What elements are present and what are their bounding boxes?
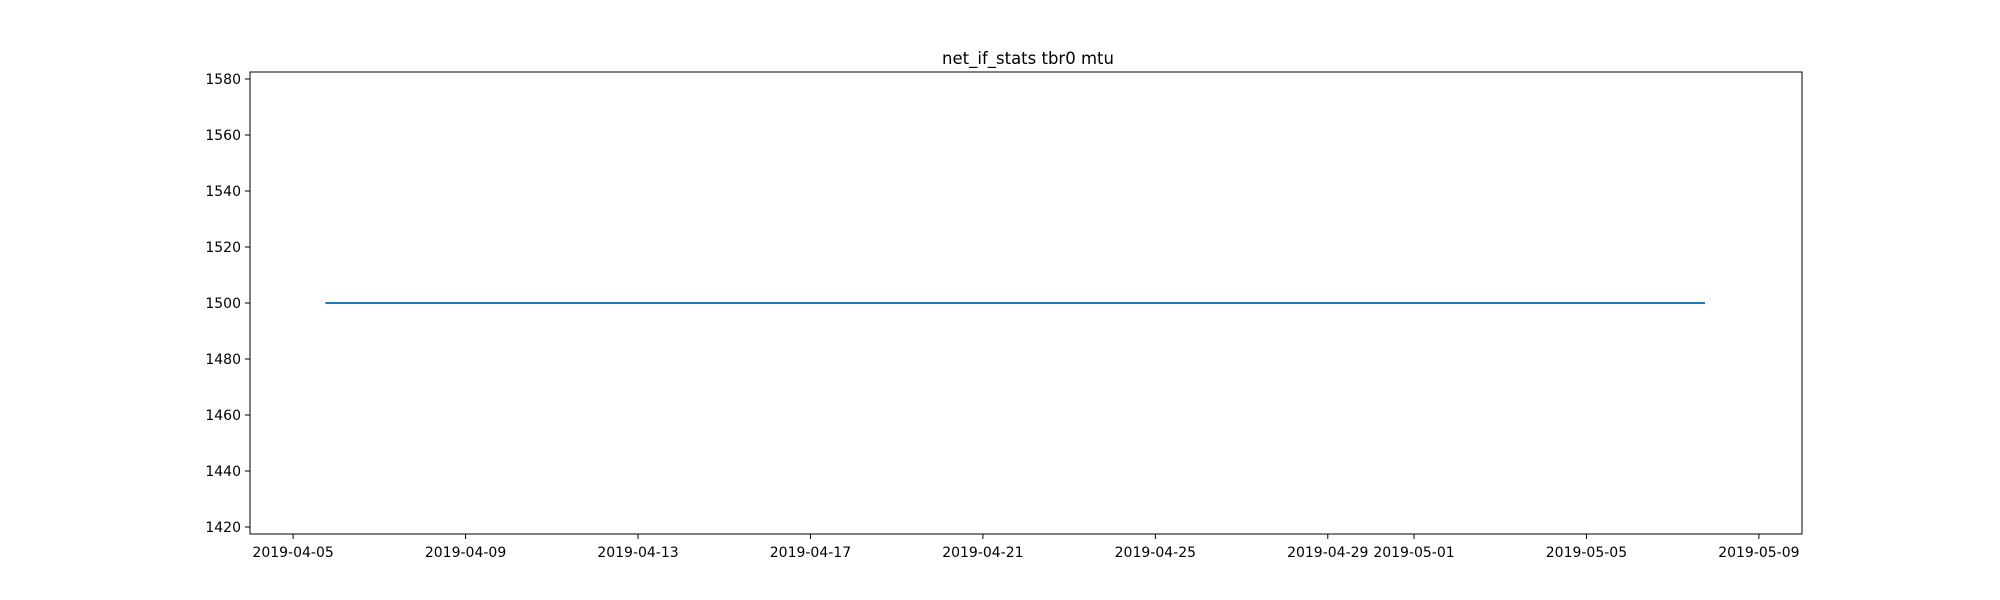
x-tick-label: 2019-05-09 — [1718, 545, 1799, 561]
x-tick-label: 2019-04-09 — [425, 545, 506, 561]
x-tick-label: 2019-04-17 — [770, 545, 851, 561]
x-tick-label: 2019-04-25 — [1115, 545, 1196, 561]
x-tick-label: 2019-04-13 — [597, 545, 678, 561]
x-axis: 2019-04-05 2019-04-09 2019-04-13 2019-04-17… — [252, 534, 1800, 561]
y-tick-label: 1480 — [205, 352, 241, 368]
x-tick-label: 2019-05-05 — [1546, 545, 1627, 561]
y-tick-label: 1580 — [205, 72, 241, 88]
y-tick-label: 1520 — [205, 240, 241, 256]
y-tick-label: 1540 — [205, 184, 241, 200]
y-tick-label: 1460 — [205, 408, 241, 424]
plot-area — [249, 71, 1803, 535]
x-tick-label: 2019-04-21 — [942, 545, 1023, 561]
y-tick-label: 1500 — [205, 296, 241, 312]
x-tick-label: 2019-04-05 — [252, 545, 333, 561]
chart-title: net_if_stats tbr0 mtu — [942, 49, 1114, 69]
y-axis: 1420 1440 1460 1480 1500 1520 1540 1560 1580 — [205, 72, 250, 536]
y-tick-label: 1420 — [205, 520, 241, 536]
x-tick-label: 2019-04-29 — [1287, 545, 1368, 561]
y-tick-label: 1440 — [205, 464, 241, 480]
y-tick-label: 1560 — [205, 128, 241, 144]
x-tick-label: 2019-05-01 — [1373, 545, 1454, 561]
